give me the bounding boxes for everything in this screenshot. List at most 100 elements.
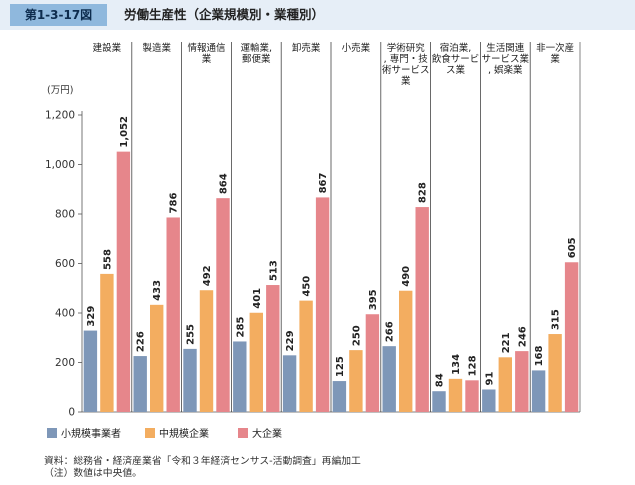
legend-swatch [145, 428, 155, 438]
category-label: 郵便業 [242, 53, 271, 65]
figure-title: 労働生産性（企業規模別・業種別） [124, 7, 325, 22]
y-tick-label: 1,000 [45, 159, 75, 171]
bar-value-label: 226 [136, 331, 147, 352]
bar-large [465, 380, 479, 412]
bar-medium [548, 334, 562, 412]
legend-label: 大企業 [252, 427, 282, 440]
bar-value-label: 401 [252, 288, 263, 309]
category-label: 卸売業 [292, 42, 321, 54]
y-tick-label: 600 [55, 258, 75, 270]
bar-value-label: 255 [186, 324, 197, 345]
category-label: , 娯楽業 [488, 64, 523, 76]
bar-medium [150, 304, 164, 412]
bar-medium [399, 290, 413, 412]
y-tick-label: 0 [68, 407, 75, 419]
y-tick-label: 200 [55, 357, 75, 369]
category-label: 術サービス [382, 64, 430, 76]
bar-value-label: 229 [285, 330, 296, 351]
figure-number: 第1-3-17図 [10, 4, 107, 26]
bar-small [531, 370, 546, 412]
bar-value-label: 433 [152, 280, 163, 301]
bar-small [482, 389, 496, 412]
category-label: 小売業 [342, 42, 371, 54]
bar-value-label: 605 [567, 237, 578, 258]
bar-small [133, 356, 147, 412]
bar-value-label: 329 [86, 306, 97, 327]
bar-value-label: 867 [318, 173, 329, 194]
source-note: 資料：総務省・経済産業省「令和３年経済センサス‐活動調査」再編加工 [44, 456, 361, 467]
footnote: （注）数値は中央値。 [44, 468, 142, 479]
bar-value-label: 450 [302, 276, 313, 297]
bar-value-label: 285 [235, 317, 246, 338]
footer-notes: 資料：総務省・経済産業省「令和３年経済センサス‐活動調査」再編加工 （注）数値は… [44, 456, 361, 480]
bar-value-label: 828 [418, 182, 429, 203]
legend-label: 中規模企業 [159, 427, 209, 440]
bar-large [216, 198, 230, 412]
category-label: 学術研究 [387, 42, 426, 54]
bar-large [266, 285, 280, 412]
bar-large [564, 262, 579, 412]
bar-large [116, 151, 131, 412]
bar-large [515, 351, 529, 412]
y-tick-label: 1,200 [45, 110, 75, 122]
bar-value-label: 558 [102, 249, 113, 270]
category-label: ス業 [446, 64, 466, 76]
y-tick-label: 400 [55, 308, 75, 320]
bar-small [332, 381, 347, 412]
bar-value-label: 513 [268, 260, 279, 281]
bar-small [282, 355, 297, 412]
bar-value-label: 1,052 [119, 116, 130, 148]
legend-label: 小規模事業者 [61, 427, 121, 440]
y-tick-label: 800 [55, 209, 75, 221]
bar-value-label: 84 [435, 373, 446, 387]
figure-header: 第1-3-17図 労働生産性（企業規模別・業種別） [0, 0, 635, 30]
bar-large [315, 197, 330, 412]
bar-large [166, 217, 180, 412]
category-label: 宿泊業, [440, 42, 472, 54]
bar-large [415, 207, 429, 412]
bar-medium [299, 300, 313, 412]
bar-value-label: 134 [451, 354, 462, 375]
y-axis-unit-label: (万円) [47, 85, 73, 96]
bar-value-label: 128 [468, 355, 479, 376]
category-label: 建設業 [93, 42, 122, 54]
bar-small [233, 341, 247, 412]
legend-swatch [47, 428, 57, 438]
bar-value-label: 250 [351, 325, 362, 346]
bar-value-label: 395 [368, 289, 379, 310]
bar-small [432, 391, 446, 412]
bar-medium [448, 378, 463, 412]
bar-medium [498, 357, 512, 412]
bar-value-label: 315 [551, 309, 562, 330]
bar-small [83, 330, 98, 412]
category-label: 製造業 [142, 42, 171, 54]
bar-value-label: 125 [335, 356, 346, 377]
bar-value-label: 864 [219, 173, 230, 194]
bar-large [365, 314, 380, 412]
category-label: サービス業 [482, 53, 530, 65]
category-label: 業 [550, 53, 560, 65]
bar-medium [349, 350, 363, 412]
bar-value-label: 221 [501, 332, 512, 353]
bar-value-label: 492 [202, 265, 213, 286]
category-label: 業 [202, 53, 212, 65]
bar-value-label: 786 [169, 193, 180, 214]
bar-medium [249, 312, 263, 412]
bar-value-label: 168 [534, 346, 545, 367]
bar-value-label: 246 [517, 326, 528, 347]
category-label: 飲食サービ [432, 53, 480, 65]
bar-medium [199, 290, 214, 412]
legend-swatch [238, 428, 248, 438]
category-label: , 専門・技 [384, 53, 429, 65]
bar-value-label: 91 [484, 372, 495, 386]
bar-small [183, 348, 197, 412]
bar-value-label: 266 [385, 321, 396, 342]
bar-small [382, 346, 396, 412]
category-label: 生活関連 [486, 42, 525, 54]
category-label: 業 [401, 75, 411, 87]
bar-medium [100, 273, 114, 412]
category-label: 情報通信 [187, 42, 225, 54]
category-label: 非一次産 [536, 42, 574, 54]
category-label: 運輸業, [241, 42, 273, 54]
